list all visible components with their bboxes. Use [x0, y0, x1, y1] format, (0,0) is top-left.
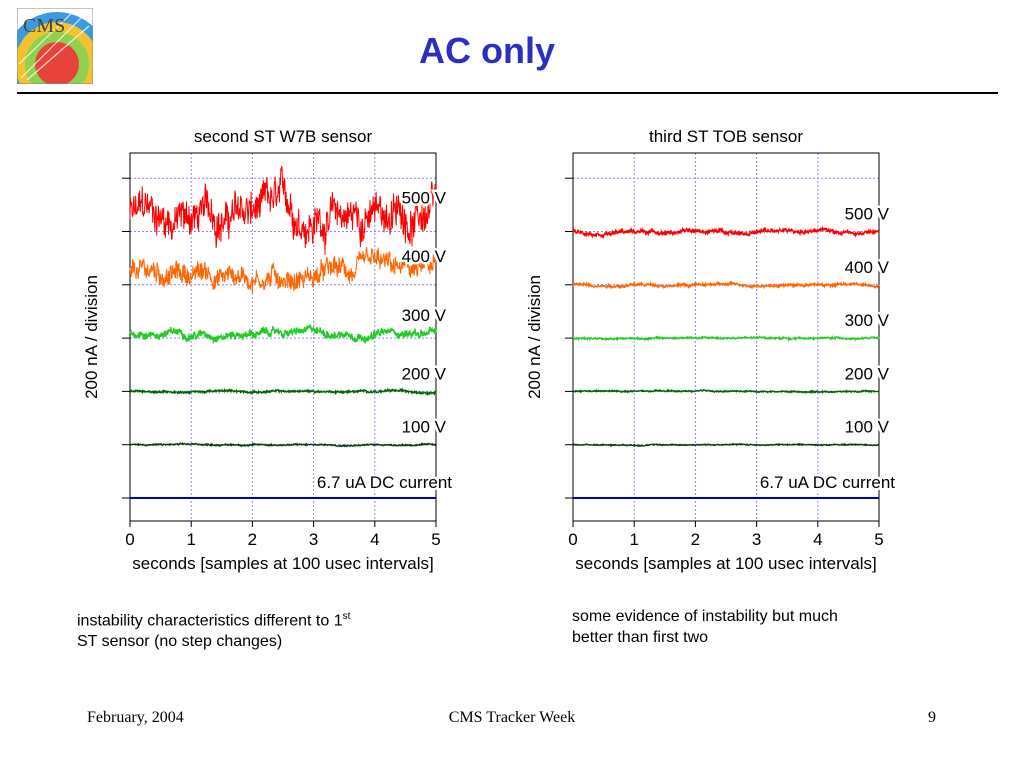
series-trace [129, 387, 437, 396]
series-label: 300 V [402, 306, 447, 325]
series-label: 500 V [402, 189, 447, 208]
title-divider [17, 92, 998, 94]
x-axis-label: seconds [samples at 100 usec intervals] [575, 554, 876, 573]
series-trace [572, 280, 880, 290]
series-trace [572, 442, 880, 448]
series-trace [129, 165, 437, 255]
series-label: 400 V [845, 258, 890, 277]
caption-left-line1: instability characteristics different to… [77, 612, 343, 630]
chart-third-st-tob-sensor: third ST TOB sensor 500 V 400 V 300 V 200 V 1… [513, 118, 913, 578]
svg-text:CMS: CMS [23, 15, 65, 37]
series-label: 100 V [402, 418, 447, 437]
plot-frame [572, 152, 880, 522]
caption-right-line1: some evidence of instability but much [572, 608, 838, 625]
series-trace [572, 335, 880, 343]
series-label: 200 V [845, 364, 890, 383]
x-tick-label: 1 [186, 530, 195, 549]
caption-right-line2: better than first two [572, 629, 709, 646]
x-tick-label: 5 [431, 530, 440, 549]
x-tick-label: 3 [752, 530, 761, 549]
series-trace [129, 442, 437, 448]
x-tick-label: 0 [568, 530, 577, 549]
caption-right: some evidence of instability but much be… [572, 606, 838, 648]
plot-frame [129, 152, 437, 522]
x-axis-label: seconds [samples at 100 usec intervals] [132, 554, 433, 573]
series-label: 400 V [402, 247, 447, 266]
cms-logo: CMS [17, 8, 93, 84]
series-trace [572, 225, 880, 240]
chart-title: third ST TOB sensor [649, 127, 803, 146]
x-tick-label: 1 [629, 530, 638, 549]
chart-title: second ST W7B sensor [194, 127, 373, 146]
series-trace [129, 324, 437, 345]
x-tick-label: 4 [813, 530, 822, 549]
series-label: 300 V [845, 311, 890, 330]
chart-second-st-w7b-sensor: second ST W7B sensor 500 V 400 V 300 V 200 V… [70, 118, 470, 578]
caption-left-sup: st [342, 611, 351, 622]
footer-page-number: 9 [928, 709, 936, 726]
x-tick-label: 0 [125, 530, 134, 549]
x-tick-label: 4 [370, 530, 379, 549]
x-tick-label: 5 [874, 530, 883, 549]
series-label: 200 V [402, 364, 447, 383]
series-label: 6.7 uA DC current [760, 473, 895, 492]
series-label: 100 V [845, 418, 890, 437]
footer-date: February, 2004 [87, 709, 184, 726]
series-trace [572, 388, 880, 395]
caption-left-line2: ST sensor (no step changes) [77, 633, 283, 651]
footer-event: CMS Tracker Week [448, 709, 576, 726]
series-trace [129, 247, 437, 294]
chart-svg: second ST W7B sensor 500 V 400 V 300 V 200 V… [82, 127, 455, 573]
x-tick-label: 2 [691, 530, 700, 549]
y-axis-label: 200 nA / division [82, 275, 101, 399]
series-label: 500 V [845, 205, 890, 224]
slide-title: AC only [418, 30, 555, 71]
caption-left: instability characteristics different to… [77, 606, 350, 652]
x-tick-label: 2 [248, 530, 257, 549]
series-label: 6.7 uA DC current [317, 473, 452, 492]
x-tick-label: 3 [309, 530, 318, 549]
y-axis-label: 200 nA / division [525, 275, 544, 399]
chart-svg: third ST TOB sensor 500 V 400 V 300 V 200 V 1… [525, 127, 898, 573]
